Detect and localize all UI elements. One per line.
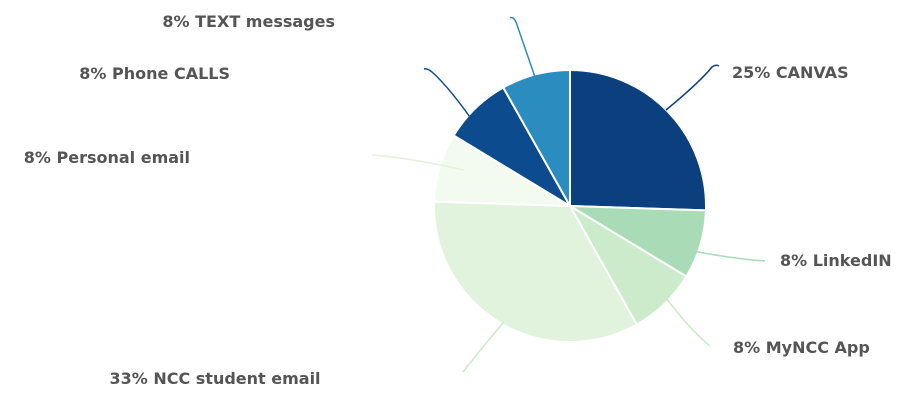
slice-label-text-messages: 8% TEXT messages — [162, 12, 335, 31]
leader-line-linkedin — [692, 250, 766, 262]
slice-label-personal-email: 8% Personal email — [24, 148, 190, 167]
leader-line-myncc-app — [662, 293, 711, 347]
leader-line-text-messages — [509, 16, 536, 78]
leader-line-personal-email — [371, 154, 465, 171]
leader-line-ncc-student-email — [462, 321, 505, 373]
slice-label-myncc-app: 8% MyNCC App — [733, 338, 870, 357]
leader-line-phone-calls — [423, 68, 478, 128]
leader-line-canvas — [665, 64, 720, 111]
pie-slice-text-messages — [502, 69, 571, 207]
pie-slice-ncc-student-email — [433, 200, 638, 343]
pie-slice-canvas — [569, 69, 707, 212]
slice-label-phone-calls: 8% Phone CALLS — [79, 64, 230, 83]
slice-label-canvas: 25% CANVAS — [732, 63, 849, 82]
slice-label-linkedin: 8% LinkedIN — [780, 251, 892, 270]
slice-label-ncc-student-email: 33% NCC student email — [109, 369, 320, 388]
